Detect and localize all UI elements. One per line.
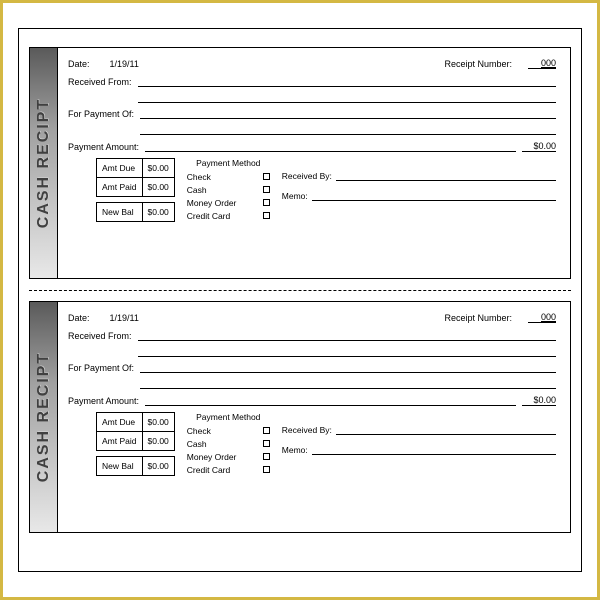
cash-label: Cash bbox=[187, 185, 245, 195]
date-label: Date: bbox=[68, 313, 90, 323]
amt-paid-label: Amt Paid bbox=[97, 178, 143, 197]
received-from-field[interactable] bbox=[138, 77, 556, 87]
money-order-label: Money Order bbox=[187, 452, 245, 462]
check-checkbox[interactable] bbox=[263, 173, 270, 180]
memo-field[interactable] bbox=[312, 446, 556, 455]
perforation bbox=[29, 283, 571, 297]
money-order-checkbox[interactable] bbox=[263, 199, 270, 206]
side-label-text: CASH RECIPT bbox=[35, 352, 53, 482]
side-label-text: CASH RECIPT bbox=[35, 98, 53, 228]
credit-card-checkbox[interactable] bbox=[263, 212, 270, 219]
new-bal-label: New Bal bbox=[97, 202, 143, 221]
memo-field[interactable] bbox=[312, 192, 556, 201]
new-bal-value: $0.00 bbox=[142, 456, 174, 475]
received-section: Received By: Memo: bbox=[282, 412, 556, 476]
receipt-number-label: Receipt Number: bbox=[444, 59, 512, 69]
amount-table: Amt Due $0.00 Amt Paid $0.00 New Bal $0.… bbox=[96, 158, 175, 222]
payment-amount-value: $0.00 bbox=[522, 395, 556, 406]
table-row: New Bal $0.00 bbox=[97, 456, 175, 475]
perforation-line bbox=[29, 290, 571, 291]
outer-frame: CASH RECIPT Date: 1/19/11 Receipt Number… bbox=[0, 0, 600, 600]
for-payment-field[interactable] bbox=[140, 363, 556, 373]
receipt-body: Date: 1/19/11 Receipt Number: 000 Receiv… bbox=[58, 48, 570, 278]
new-bal-label: New Bal bbox=[97, 456, 143, 475]
check-label: Check bbox=[187, 172, 245, 182]
payment-amount-value: $0.00 bbox=[522, 141, 556, 152]
amt-due-value: $0.00 bbox=[142, 413, 174, 432]
amount-table: Amt Due $0.00 Amt Paid $0.00 New Bal $0.… bbox=[96, 412, 175, 476]
receipt-bottom: CASH RECIPT Date: 1/19/11 Receipt Number… bbox=[29, 301, 571, 533]
received-from-field-2[interactable] bbox=[138, 93, 556, 103]
amt-paid-value: $0.00 bbox=[142, 432, 174, 451]
amt-due-label: Amt Due bbox=[97, 159, 143, 178]
new-bal-value: $0.00 bbox=[142, 202, 174, 221]
amt-paid-value: $0.00 bbox=[142, 178, 174, 197]
for-payment-field-2[interactable] bbox=[140, 125, 556, 135]
cash-label: Cash bbox=[187, 439, 245, 449]
check-checkbox[interactable] bbox=[263, 427, 270, 434]
received-from-field[interactable] bbox=[138, 331, 556, 341]
table-row: New Bal $0.00 bbox=[97, 202, 175, 221]
amt-paid-label: Amt Paid bbox=[97, 432, 143, 451]
payment-amount-label: Payment Amount: bbox=[68, 142, 139, 152]
receipt-number-label: Receipt Number: bbox=[444, 313, 512, 323]
received-by-label: Received By: bbox=[282, 425, 332, 435]
payment-method-section: Payment Method Check Cash Money Order Cr… bbox=[187, 412, 270, 476]
for-payment-label: For Payment Of: bbox=[68, 363, 134, 373]
payment-amount-label: Payment Amount: bbox=[68, 396, 139, 406]
paper-sheet: CASH RECIPT Date: 1/19/11 Receipt Number… bbox=[18, 28, 582, 572]
payment-method-section: Payment Method Check Cash Money Order Cr… bbox=[187, 158, 270, 222]
received-by-field[interactable] bbox=[336, 172, 556, 181]
receipt-body: Date: 1/19/11 Receipt Number: 000 Receiv… bbox=[58, 302, 570, 532]
payment-amount-line bbox=[145, 396, 516, 406]
amt-due-label: Amt Due bbox=[97, 413, 143, 432]
payment-method-header: Payment Method bbox=[187, 158, 270, 168]
money-order-label: Money Order bbox=[187, 198, 245, 208]
cash-checkbox[interactable] bbox=[263, 186, 270, 193]
payment-amount-line bbox=[145, 142, 516, 152]
memo-label: Memo: bbox=[282, 191, 308, 201]
receipt-number-value: 000 bbox=[528, 58, 556, 69]
for-payment-label: For Payment Of: bbox=[68, 109, 134, 119]
amt-due-value: $0.00 bbox=[142, 159, 174, 178]
received-by-label: Received By: bbox=[282, 171, 332, 181]
received-from-field-2[interactable] bbox=[138, 347, 556, 357]
date-value: 1/19/11 bbox=[110, 59, 139, 69]
money-order-checkbox[interactable] bbox=[263, 453, 270, 460]
memo-label: Memo: bbox=[282, 445, 308, 455]
side-label: CASH RECIPT bbox=[30, 302, 58, 532]
check-label: Check bbox=[187, 426, 245, 436]
side-label: CASH RECIPT bbox=[30, 48, 58, 278]
credit-card-label: Credit Card bbox=[187, 211, 245, 221]
receipt-top: CASH RECIPT Date: 1/19/11 Receipt Number… bbox=[29, 47, 571, 279]
table-row: Amt Due $0.00 bbox=[97, 159, 175, 178]
date-value: 1/19/11 bbox=[110, 313, 139, 323]
received-section: Received By: Memo: bbox=[282, 158, 556, 222]
date-label: Date: bbox=[68, 59, 90, 69]
received-from-label: Received From: bbox=[68, 77, 132, 87]
cash-checkbox[interactable] bbox=[263, 440, 270, 447]
received-by-field[interactable] bbox=[336, 426, 556, 435]
for-payment-field[interactable] bbox=[140, 109, 556, 119]
credit-card-label: Credit Card bbox=[187, 465, 245, 475]
credit-card-checkbox[interactable] bbox=[263, 466, 270, 473]
table-row: Amt Due $0.00 bbox=[97, 413, 175, 432]
for-payment-field-2[interactable] bbox=[140, 379, 556, 389]
table-row: Amt Paid $0.00 bbox=[97, 178, 175, 197]
receipt-number-value: 000 bbox=[528, 312, 556, 323]
table-row: Amt Paid $0.00 bbox=[97, 432, 175, 451]
payment-method-header: Payment Method bbox=[187, 412, 270, 422]
received-from-label: Received From: bbox=[68, 331, 132, 341]
